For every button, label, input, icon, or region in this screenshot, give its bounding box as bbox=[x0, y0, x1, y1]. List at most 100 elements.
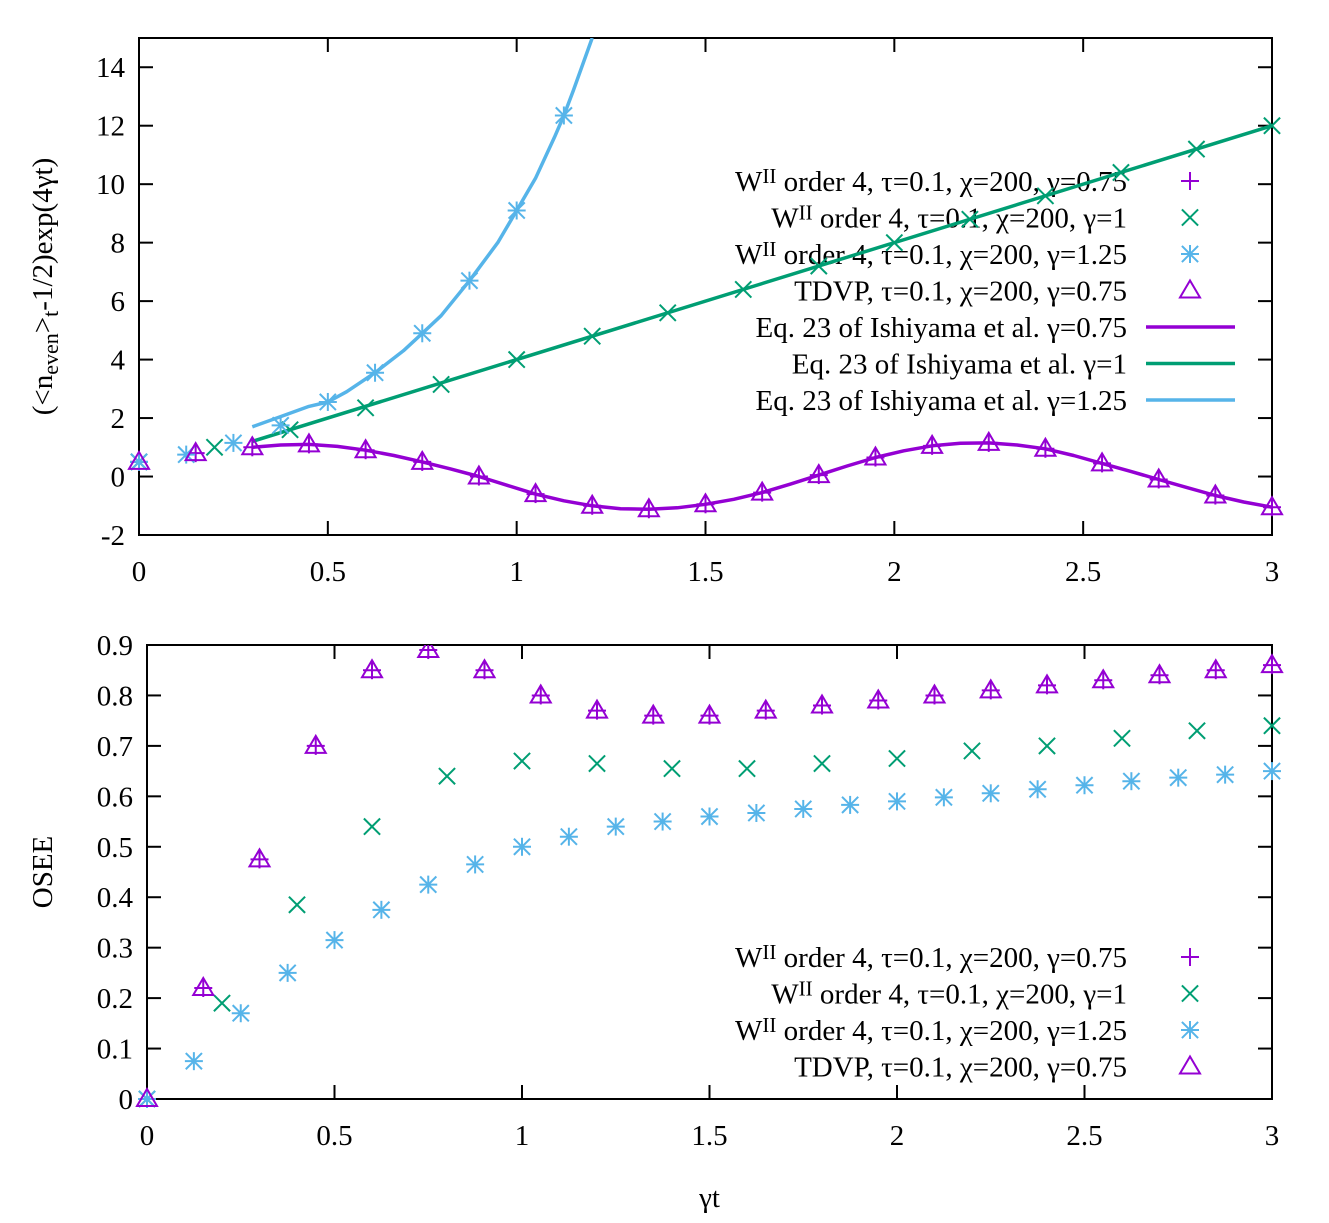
y-tick-label: 14 bbox=[96, 52, 126, 84]
data-point-triangle bbox=[1204, 658, 1228, 679]
data-point-star bbox=[419, 875, 438, 894]
x-tick-label: 3 bbox=[1265, 556, 1280, 588]
data-point-triangle bbox=[416, 645, 440, 659]
model-curve bbox=[251, 124, 1273, 444]
data-point-cross bbox=[1263, 716, 1281, 735]
data-point-triangle bbox=[1090, 451, 1114, 472]
y-tick-label: 0.3 bbox=[97, 933, 133, 965]
data-point-triangle bbox=[697, 703, 722, 724]
data-point-star bbox=[700, 807, 719, 826]
y-tick-label: 0.9 bbox=[97, 630, 133, 662]
x-axis-label: γt bbox=[698, 1182, 720, 1214]
data-point-cross bbox=[963, 742, 981, 760]
y-tick-label: 0.6 bbox=[97, 781, 133, 813]
x-tick-label: 1 bbox=[509, 556, 524, 588]
legend-entry-label: TDVP, τ=0.1, χ=200, γ=0.75 bbox=[794, 1052, 1127, 1084]
data-point-cross bbox=[1036, 187, 1055, 205]
data-point-star bbox=[1028, 780, 1047, 799]
legend-entry-label: WII order 4, τ=0.1, χ=200, γ=1 bbox=[771, 976, 1127, 1010]
model-curve bbox=[251, 38, 594, 429]
data-point-cross bbox=[205, 438, 224, 457]
data-point-star bbox=[231, 1004, 250, 1023]
data-point-star bbox=[653, 812, 672, 831]
legend-entry-label: WII order 4, τ=0.1, χ=200, γ=0.75 bbox=[735, 164, 1127, 198]
data-point-cross bbox=[513, 752, 531, 770]
y-tick-label: 0.4 bbox=[97, 882, 134, 914]
data-point-triangle bbox=[472, 658, 497, 679]
x-tick-label: 2.5 bbox=[1065, 556, 1101, 588]
legend-entry-label: TDVP, τ=0.1, χ=200, γ=0.75 bbox=[794, 276, 1127, 308]
x-tick-label: 0.5 bbox=[310, 556, 346, 588]
top-panel-nbar-plot: 0 0.5 1 1.5 2 2.5 3-202468101214(<neven>t-1/2)… bbox=[27, 37, 1284, 588]
data-point-star bbox=[372, 900, 391, 919]
data-point-triangle bbox=[467, 464, 491, 485]
legend-entry-label: WII order 4, τ=0.1, χ=200, γ=1 bbox=[771, 200, 1127, 234]
data-point-triangle bbox=[410, 449, 434, 470]
data-point-triangle bbox=[977, 430, 1001, 451]
y-tick-label: 0 bbox=[119, 1084, 134, 1116]
y-tick-label: 12 bbox=[96, 111, 125, 143]
data-point-triangle bbox=[523, 482, 548, 503]
y-tick-label: 0.7 bbox=[97, 731, 133, 763]
data-point-cross bbox=[888, 749, 906, 768]
data-point-triangle bbox=[920, 433, 944, 454]
data-point-triangle bbox=[127, 449, 151, 470]
data-point-star bbox=[325, 931, 344, 950]
data-point-star bbox=[841, 795, 860, 814]
data-point-star bbox=[888, 792, 906, 811]
data-point-cross bbox=[658, 304, 677, 322]
x-tick-label: 1.5 bbox=[691, 1120, 727, 1152]
y-tick-label: 0.2 bbox=[97, 983, 133, 1015]
legend-entry-label: Eq. 23 of Ishiyama et al. γ=1 bbox=[792, 349, 1127, 381]
y-axis-label: (<neven>t-1/2)exp(4γt) bbox=[27, 158, 63, 415]
y-axis-label: OSEE bbox=[27, 836, 59, 909]
data-point-triangle bbox=[693, 492, 718, 513]
data-point-cross bbox=[663, 759, 681, 778]
data-point-cross bbox=[588, 754, 606, 773]
x-tick-label: 0.5 bbox=[316, 1120, 352, 1152]
data-point-triangle bbox=[1033, 436, 1058, 457]
legend-cross-icon bbox=[1181, 208, 1199, 227]
y-tick-label: 2 bbox=[111, 403, 126, 435]
legend-entry-label: WII order 4, τ=0.1, χ=200, γ=1.25 bbox=[735, 237, 1127, 271]
data-point-triangle bbox=[135, 1087, 159, 1107]
x-tick-label: 2.5 bbox=[1066, 1120, 1102, 1152]
data-point-triangle bbox=[1203, 483, 1228, 504]
data-point-cross bbox=[583, 327, 602, 346]
legend-entry-label: Eq. 23 of Ishiyama et al. γ=0.75 bbox=[756, 312, 1127, 344]
data-point-star bbox=[1075, 776, 1094, 795]
series-layer bbox=[135, 645, 1284, 1108]
data-point-cross bbox=[1263, 116, 1281, 135]
y-tick-label: 10 bbox=[96, 169, 125, 201]
data-point-cross bbox=[813, 754, 831, 773]
data-point-triangle bbox=[1091, 668, 1115, 689]
legend-plus-icon bbox=[1181, 948, 1199, 966]
x-tick-label: 2 bbox=[887, 556, 902, 588]
y-tick-label: 0.5 bbox=[97, 832, 133, 864]
x-tick-label: 2 bbox=[890, 1120, 905, 1152]
data-point-star bbox=[554, 106, 573, 125]
data-point-cross bbox=[1112, 163, 1130, 182]
plot-frame bbox=[146, 644, 1273, 1100]
data-point-triangle bbox=[297, 432, 321, 453]
data-point-cross bbox=[885, 233, 904, 252]
data-point-cross bbox=[734, 280, 753, 299]
y-tick-label: 0 bbox=[111, 462, 126, 494]
legend-triangle-icon bbox=[1178, 1054, 1202, 1075]
data-point-star bbox=[513, 837, 531, 856]
data-point-star bbox=[413, 324, 432, 343]
data-point-cross bbox=[363, 817, 381, 836]
data-point-triangle bbox=[304, 733, 328, 754]
legend-plus-icon bbox=[1181, 172, 1199, 190]
data-point-cross bbox=[213, 994, 231, 1012]
data-point-star bbox=[934, 788, 953, 807]
y-tick-label: 6 bbox=[111, 286, 126, 318]
data-point-star bbox=[1169, 768, 1188, 787]
data-point-star bbox=[507, 201, 526, 220]
data-point-triangle bbox=[810, 693, 834, 714]
x-tick-label: 0 bbox=[132, 556, 147, 588]
data-point-cross bbox=[438, 767, 456, 785]
data-point-triangle bbox=[1260, 495, 1284, 516]
data-point-cross bbox=[281, 420, 299, 439]
data-point-triangle bbox=[866, 688, 890, 709]
